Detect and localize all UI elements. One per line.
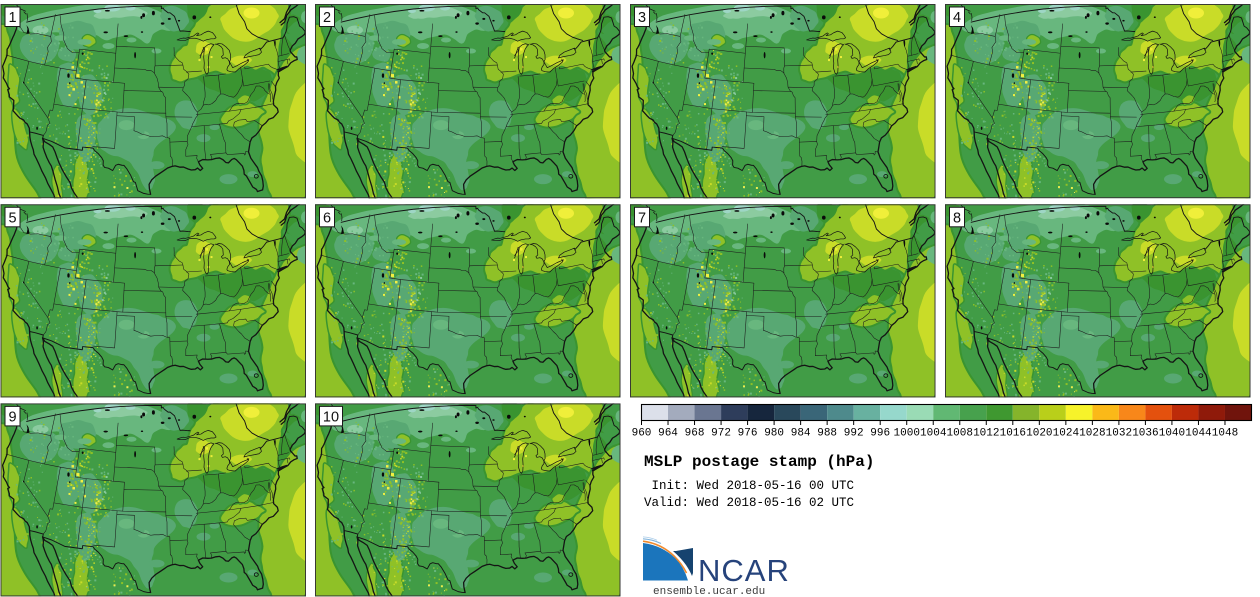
svg-text:5: 5 bbox=[8, 210, 16, 226]
svg-text:988: 988 bbox=[817, 428, 837, 440]
svg-text:1: 1 bbox=[8, 10, 16, 26]
svg-text:1008: 1008 bbox=[947, 428, 973, 440]
svg-text:968: 968 bbox=[685, 428, 705, 440]
svg-text:1020: 1020 bbox=[1026, 428, 1052, 440]
svg-text:MSLP postage stamp (hPa): MSLP postage stamp (hPa) bbox=[644, 453, 874, 471]
svg-text:1012: 1012 bbox=[973, 428, 999, 440]
svg-text:Valid: Wed 2018-05-16 02 UTC: Valid: Wed 2018-05-16 02 UTC bbox=[644, 496, 854, 510]
svg-text:1000: 1000 bbox=[894, 428, 920, 440]
svg-text:1004: 1004 bbox=[920, 428, 947, 440]
svg-text:9: 9 bbox=[8, 409, 16, 425]
svg-text:1048: 1048 bbox=[1212, 428, 1238, 440]
svg-text:996: 996 bbox=[870, 428, 890, 440]
svg-text:6: 6 bbox=[323, 210, 331, 226]
svg-text:984: 984 bbox=[791, 428, 811, 440]
svg-text:980: 980 bbox=[764, 428, 784, 440]
svg-text:2: 2 bbox=[323, 10, 331, 26]
svg-text:8: 8 bbox=[953, 210, 961, 226]
svg-text:7: 7 bbox=[638, 210, 646, 226]
svg-text:1032: 1032 bbox=[1106, 428, 1132, 440]
svg-text:1016: 1016 bbox=[1000, 428, 1026, 440]
svg-text:NCAR: NCAR bbox=[698, 553, 790, 588]
svg-text:4: 4 bbox=[953, 10, 961, 26]
svg-text:1024: 1024 bbox=[1053, 428, 1080, 440]
svg-text:992: 992 bbox=[844, 428, 864, 440]
svg-text:1044: 1044 bbox=[1185, 428, 1212, 440]
svg-text:1036: 1036 bbox=[1132, 428, 1158, 440]
svg-text:10: 10 bbox=[323, 409, 339, 425]
svg-text:ensemble.ucar.edu: ensemble.ucar.edu bbox=[653, 586, 765, 597]
svg-text:1028: 1028 bbox=[1079, 428, 1105, 440]
svg-text:972: 972 bbox=[711, 428, 731, 440]
svg-text:3: 3 bbox=[638, 10, 646, 26]
svg-text:976: 976 bbox=[738, 428, 758, 440]
svg-text:Init: Wed 2018-05-16 00 UTC: Init: Wed 2018-05-16 00 UTC bbox=[644, 479, 854, 493]
svg-text:1040: 1040 bbox=[1159, 428, 1185, 440]
svg-text:960: 960 bbox=[632, 428, 652, 440]
svg-text:964: 964 bbox=[658, 428, 678, 440]
